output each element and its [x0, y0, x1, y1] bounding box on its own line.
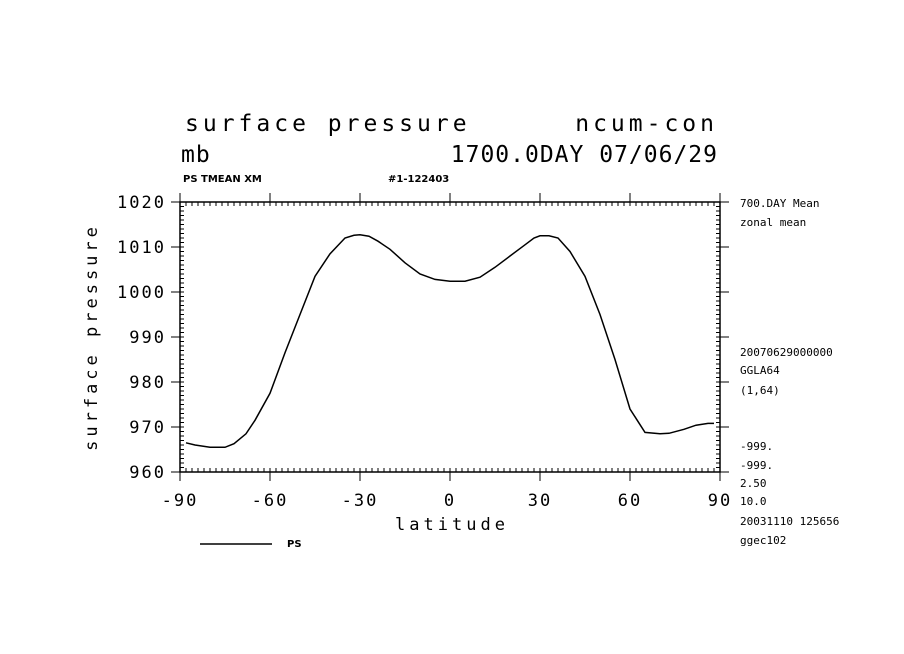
y-axis-label: surface pressure	[82, 223, 102, 451]
machine-label: ggec102	[740, 534, 786, 547]
missing-value-1: -999.	[740, 440, 773, 453]
y-tick-label: 980	[129, 373, 166, 393]
y-tick-label: 1020	[117, 193, 166, 213]
x-tick-label: -90	[162, 491, 199, 511]
zonal-mean-label: zonal mean	[740, 216, 806, 229]
grid-label: GGLA64	[740, 364, 780, 377]
timestamp-label: 20031110 125656	[740, 515, 839, 528]
y-tick-label: 970	[129, 418, 166, 438]
range-label: (1,64)	[740, 384, 780, 397]
experiment-name: ncum-con	[575, 111, 718, 137]
missing-value-2: -999.	[740, 459, 773, 472]
minor-ticks	[179, 201, 721, 473]
legend-label-ps: PS	[287, 539, 302, 550]
y-tick-label: 990	[129, 328, 166, 348]
y-tick-label: 1010	[117, 238, 166, 258]
interval-label: 2.50	[740, 477, 767, 490]
x-tick-label: 30	[528, 491, 552, 511]
date-code: 20070629000000	[740, 346, 833, 359]
x-tick-label: -30	[342, 491, 379, 511]
units-label: mb	[181, 142, 211, 168]
x-tick-labels: -90 -60 -30 0 30 60 90	[162, 491, 732, 511]
x-tick-label: 90	[708, 491, 732, 511]
variable-label: PS TMEAN XM	[183, 174, 262, 185]
x-tick-label: -60	[252, 491, 289, 511]
major-ticks	[171, 193, 729, 481]
x-tick-label: 0	[444, 491, 456, 511]
plot-frame	[179, 201, 721, 473]
run-label: #1-122403	[388, 174, 449, 185]
time-label: 1700.0DAY 07/06/29	[451, 142, 718, 168]
y-tick-label: 1000	[117, 283, 166, 303]
y-tick-label: 960	[129, 463, 166, 483]
x-tick-label: 60	[618, 491, 642, 511]
chart-title: surface pressure	[185, 111, 471, 137]
mean-label: 700.DAY Mean	[740, 197, 819, 210]
y-tick-labels: 960 970 980 990 1000 1010 1020	[117, 193, 166, 483]
series-line-ps	[185, 234, 714, 449]
x-axis-label: latitude	[395, 515, 509, 535]
scale-label: 10.0	[740, 495, 767, 508]
